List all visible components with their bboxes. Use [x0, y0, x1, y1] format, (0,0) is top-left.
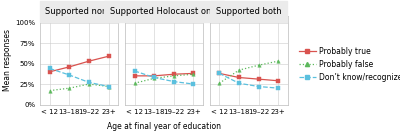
- Title: Supported both: Supported both: [216, 7, 282, 16]
- Text: Age at final year of education: Age at final year of education: [107, 122, 221, 131]
- Title: Supported Holocaust only: Supported Holocaust only: [110, 7, 218, 16]
- Y-axis label: Mean responses: Mean responses: [3, 29, 12, 91]
- Title: Supported none: Supported none: [46, 7, 113, 16]
- Legend: Probably true, Probably false, Don’t know/recognize: Probably true, Probably false, Don’t kno…: [296, 44, 400, 85]
